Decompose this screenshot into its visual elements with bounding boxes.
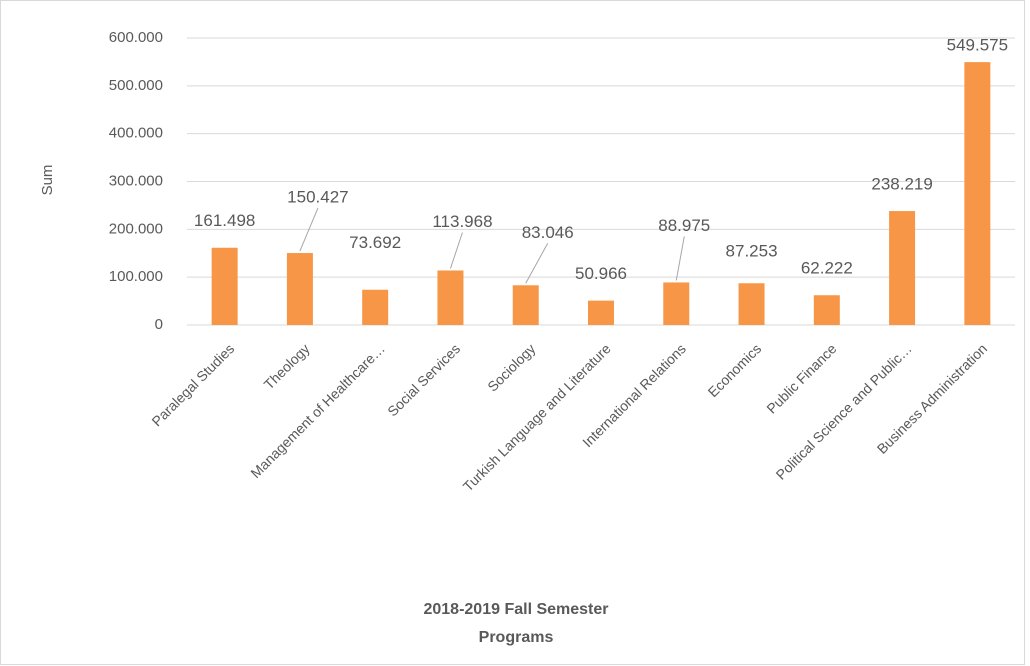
data-label: 238.219 [871, 175, 932, 194]
y-tick-label: 600.000 [109, 29, 163, 46]
data-label: 87.253 [726, 242, 778, 261]
y-tick-label: 0 [155, 316, 163, 333]
data-label: 50.966 [575, 264, 627, 283]
data-label: 62.222 [801, 259, 853, 278]
data-label: 83.046 [522, 223, 574, 242]
bar [512, 285, 539, 325]
data-label: 161.498 [194, 211, 255, 230]
bar [813, 295, 840, 325]
bar [437, 270, 464, 325]
data-label: 113.968 [432, 212, 492, 231]
bar [362, 289, 389, 325]
x-axis-title: 2018-2019 Fall Semester [423, 601, 608, 618]
data-label: 73.692 [349, 233, 401, 252]
y-tick-label: 400.000 [109, 125, 163, 142]
leader-line [299, 207, 319, 252]
data-label: 549.575 [947, 36, 1008, 55]
bar [588, 300, 614, 325]
leader-line [449, 232, 463, 269]
bar [663, 282, 690, 325]
data-label: 88.975 [658, 216, 710, 235]
bar [964, 62, 991, 325]
y-tick-label: 500.000 [109, 77, 163, 94]
bar [286, 253, 313, 325]
bar [889, 211, 916, 325]
leader-line [525, 243, 549, 284]
y-tick-label: 300.000 [109, 172, 163, 189]
bar [211, 247, 238, 325]
y-axis-title: Sum [39, 165, 56, 196]
x-axis-title: Programs [479, 629, 554, 646]
leader-line [675, 236, 685, 281]
data-label: 150.427 [287, 188, 348, 207]
bar [738, 283, 765, 325]
y-tick-label: 200.000 [109, 220, 163, 237]
y-tick-label: 100.000 [109, 268, 163, 285]
